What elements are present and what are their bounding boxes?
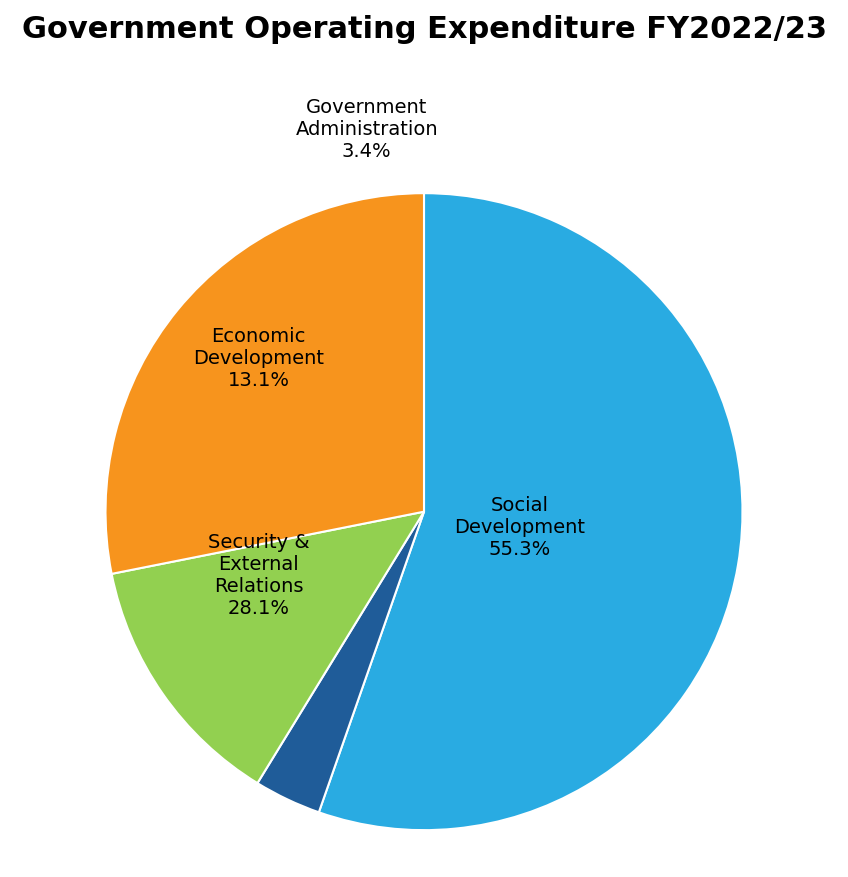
- Wedge shape: [105, 193, 424, 574]
- Wedge shape: [319, 193, 743, 831]
- Text: Security &
External
Relations
28.1%: Security & External Relations 28.1%: [208, 533, 310, 618]
- Text: Government
Administration
3.4%: Government Administration 3.4%: [295, 98, 438, 161]
- Text: Social
Development
55.3%: Social Development 55.3%: [454, 496, 585, 559]
- Wedge shape: [258, 511, 424, 812]
- Text: Economic
Development
13.1%: Economic Development 13.1%: [192, 327, 324, 390]
- Wedge shape: [112, 511, 424, 783]
- Title: Government Operating Expenditure FY2022/23: Government Operating Expenditure FY2022/…: [21, 15, 827, 44]
